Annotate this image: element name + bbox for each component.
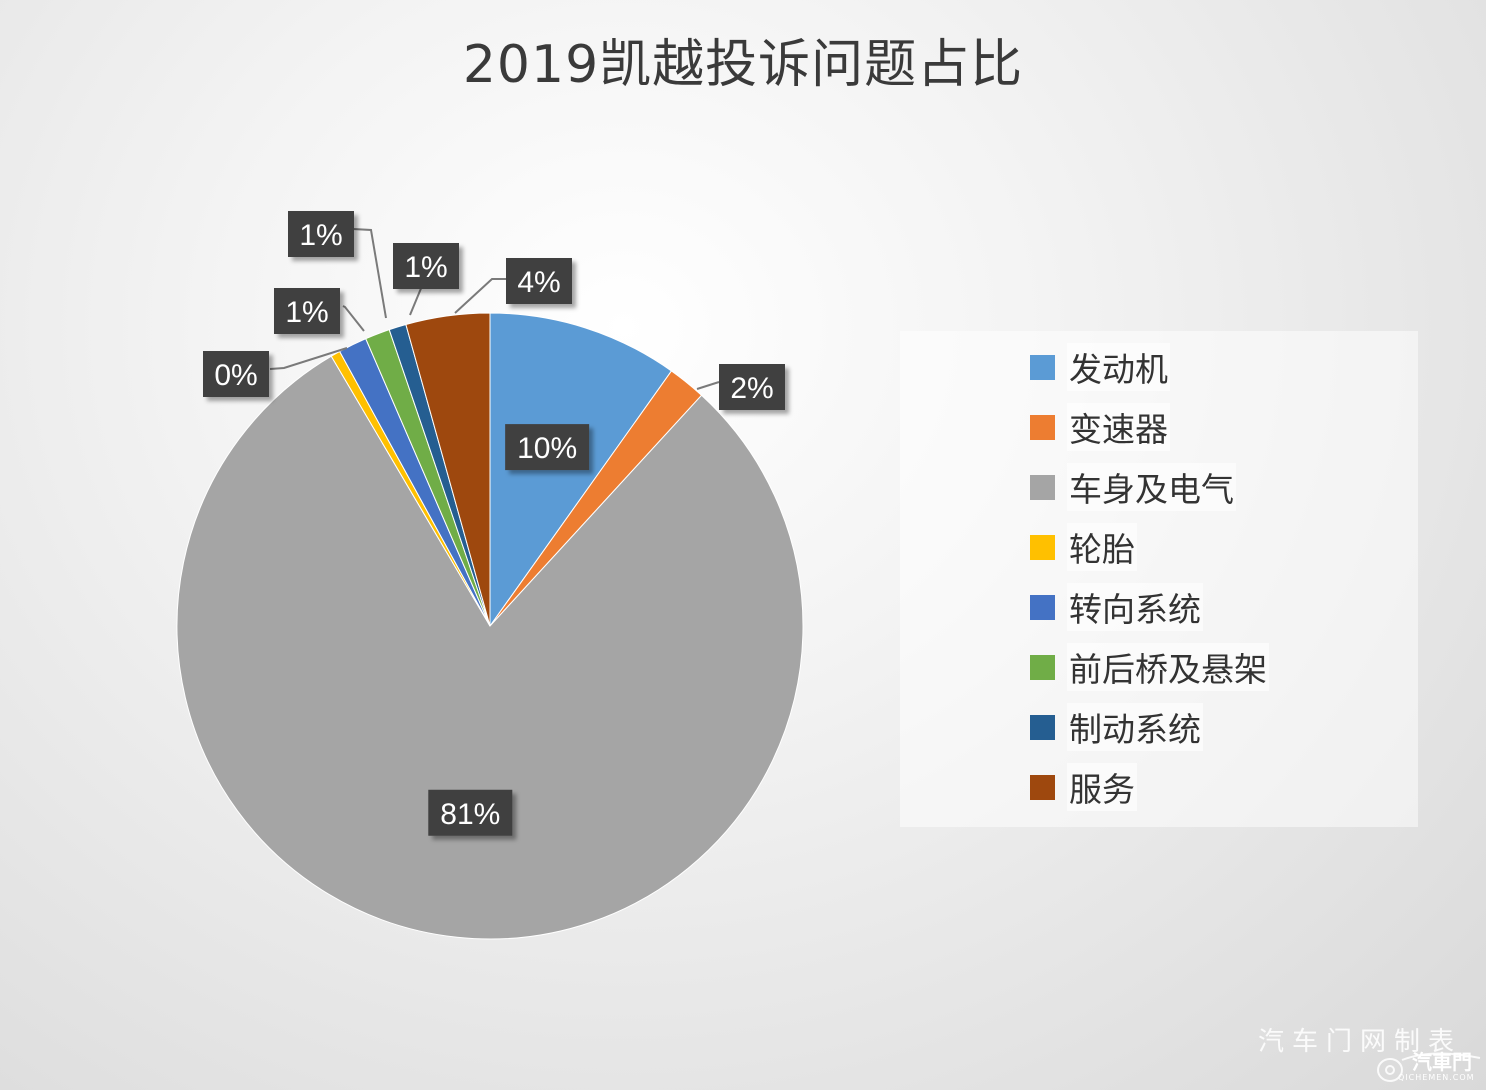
legend-label: 服务 — [1067, 763, 1137, 811]
data-label-box — [393, 243, 459, 289]
legend-swatch — [1030, 714, 1055, 740]
legend-item: 轮胎 — [1030, 523, 1137, 571]
legend-label: 前后桥及悬架 — [1067, 643, 1269, 691]
legend-label: 车身及电气 — [1067, 463, 1236, 511]
data-label-4: 0% — [203, 351, 269, 397]
legend-swatch — [1030, 354, 1055, 380]
data-label-1: 10% — [505, 424, 590, 471]
chart-title: 2019凯越投诉问题占比 — [462, 35, 1024, 95]
data-label-8: 4% — [506, 258, 572, 304]
data-label-text: 81% — [440, 798, 500, 831]
data-label-box — [505, 424, 590, 471]
watermark-logo-text: 汽車門 — [1412, 1050, 1472, 1074]
legend-item: 服务 — [1030, 763, 1137, 811]
data-label-text: 1% — [299, 219, 342, 252]
legend-label: 轮胎 — [1067, 523, 1137, 571]
data-label-7: 1% — [393, 243, 459, 289]
pie-slice-3 — [176, 355, 804, 940]
legend-swatch — [1030, 414, 1055, 440]
legend-item: 转向系统 — [1030, 583, 1203, 631]
data-label-box — [274, 288, 340, 334]
data-label-2: 2% — [719, 364, 785, 410]
pie-slice-8 — [405, 312, 491, 627]
data-label-3: 81% — [428, 789, 513, 836]
data-label-5: 1% — [274, 288, 340, 334]
car-logo-icon — [1377, 1052, 1481, 1082]
legend-swatch — [1030, 534, 1055, 560]
data-label-text: 2% — [730, 372, 773, 405]
legend-swatch — [1030, 594, 1055, 620]
data-label-text: 4% — [517, 266, 560, 299]
data-label-6: 1% — [288, 211, 354, 257]
data-label-box — [288, 211, 354, 257]
legend-item: 制动系统 — [1030, 703, 1203, 751]
legend-label: 发动机 — [1067, 343, 1170, 391]
leader-line-2 — [696, 381, 720, 390]
legend-item: 前后桥及悬架 — [1030, 643, 1269, 691]
legend-swatch — [1030, 654, 1055, 680]
data-label-box — [506, 258, 572, 304]
leader-line-7 — [409, 284, 425, 316]
data-label-text: 1% — [404, 251, 447, 284]
legend-swatch — [1030, 474, 1055, 500]
legend-item: 车身及电气 — [1030, 463, 1236, 511]
data-label-box — [203, 351, 269, 397]
legend-label: 制动系统 — [1067, 703, 1203, 751]
legend-label: 变速器 — [1067, 403, 1170, 451]
legend: 发动机变速器车身及电气轮胎转向系统前后桥及悬架 制动系统服务 — [900, 331, 1418, 827]
watermark-url: QICHEMEN.COM — [1398, 1073, 1475, 1082]
data-label-text: 1% — [285, 296, 328, 329]
data-labels: 10% 2% 81% 0% 1% 1% 1% 4% — [203, 211, 785, 836]
legend-label: 转向系统 — [1067, 583, 1203, 631]
legend-item: 变速器 — [1030, 403, 1170, 451]
data-label-text: 0% — [214, 359, 257, 392]
leader-line-4 — [269, 347, 348, 370]
data-label-box — [428, 789, 513, 836]
watermark-text: 汽车门网制表 — [1258, 1027, 1463, 1057]
leader-line-5 — [342, 305, 365, 332]
legend-item: 发动机 — [1030, 343, 1170, 391]
legend-swatch — [1030, 774, 1055, 800]
pie-slices — [176, 312, 804, 940]
data-label-text: 10% — [517, 432, 577, 465]
data-label-box — [719, 364, 785, 410]
leader-line-8 — [454, 278, 506, 314]
leader-line-6 — [352, 228, 387, 319]
